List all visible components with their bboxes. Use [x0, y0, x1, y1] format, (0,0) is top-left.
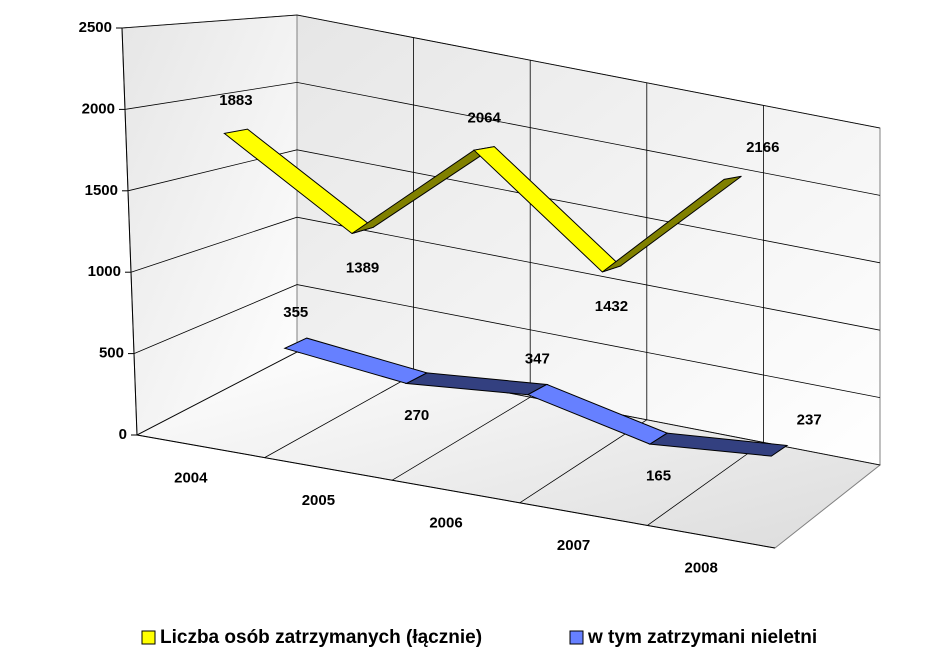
- data-label: 270: [404, 407, 429, 424]
- grid-line: [124, 81, 881, 196]
- grid-line: [133, 284, 881, 398]
- data-label: 347: [525, 351, 550, 368]
- data-label: 355: [283, 304, 308, 321]
- x-tick-label: 2005: [302, 492, 335, 509]
- ribbon-segment: [648, 432, 789, 457]
- legend-label: Liczba osób zatrzymanych (łącznie): [160, 627, 482, 648]
- x-tick-label: 2006: [429, 514, 462, 531]
- data-label: 1432: [595, 298, 628, 315]
- grid-line: [127, 149, 881, 264]
- data-label: 165: [646, 468, 671, 485]
- y-tick-label: 1500: [85, 182, 118, 199]
- y-tick-label: 1000: [88, 263, 121, 280]
- legend-swatch: [569, 630, 584, 645]
- value-axis: [121, 27, 138, 436]
- data-label: 1389: [346, 259, 379, 276]
- x-tick-label: 2008: [685, 560, 718, 577]
- grid-line: [121, 14, 881, 129]
- legend-label: w tym zatrzymani nieletni: [587, 627, 817, 648]
- legend-swatch: [141, 630, 156, 645]
- x-tick-label: 2004: [174, 469, 208, 486]
- y-tick-label: 2500: [79, 19, 112, 36]
- y-tick-label: 2000: [82, 100, 115, 117]
- data-label: 1883: [219, 92, 252, 109]
- x-tick-label: 2007: [557, 537, 590, 554]
- data-label: 237: [797, 412, 822, 429]
- ribbon-segment: [602, 175, 742, 273]
- grid-line: [130, 216, 881, 331]
- y-tick-label: 500: [99, 345, 124, 362]
- category-axis: [136, 434, 776, 549]
- data-label: 2064: [467, 109, 501, 126]
- y-tick-label: 0: [119, 426, 127, 443]
- data-label: 2166: [746, 139, 779, 156]
